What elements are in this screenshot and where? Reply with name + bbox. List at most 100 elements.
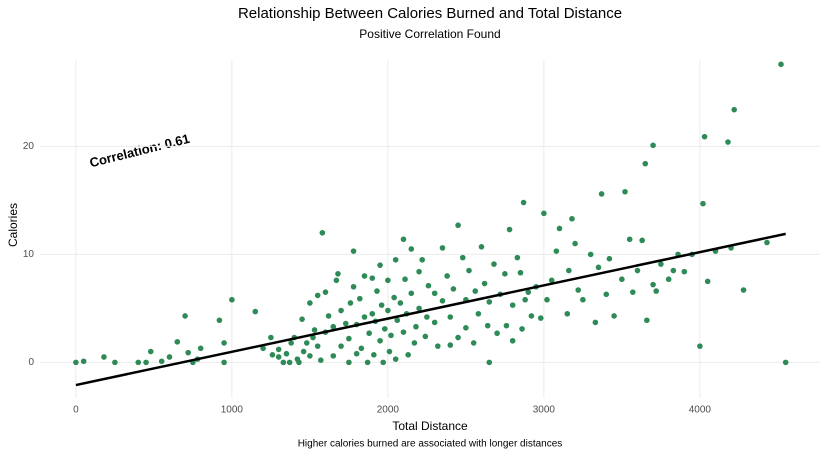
point (486, 359, 493, 366)
point (391, 294, 397, 301)
point (564, 310, 571, 317)
point (478, 244, 485, 250)
point (537, 315, 544, 321)
point (310, 334, 316, 341)
point (335, 271, 341, 277)
point (197, 345, 204, 352)
point (330, 353, 337, 359)
caption: Higher calories burned are associated wi… (298, 439, 563, 450)
y-tick-label: 10 (23, 249, 35, 260)
point (486, 299, 493, 305)
point (392, 256, 399, 263)
x-axis-label: Total Distance (392, 419, 468, 433)
point (541, 210, 547, 217)
point (394, 317, 401, 324)
point (73, 359, 79, 366)
point (311, 327, 318, 333)
point (435, 343, 441, 349)
x-tick-label: 1000 (221, 405, 244, 416)
point (353, 350, 360, 357)
chart-title: Relationship Between Calories Burned and… (238, 5, 622, 22)
point (216, 317, 223, 324)
point (595, 264, 602, 271)
y-axis-label: Calories (6, 203, 20, 247)
point (544, 296, 550, 303)
point (377, 337, 383, 344)
point (548, 277, 555, 284)
point (778, 61, 784, 68)
point (475, 310, 482, 317)
point (700, 200, 706, 207)
point (378, 302, 385, 308)
point (519, 326, 525, 332)
point (252, 308, 259, 315)
point (704, 278, 711, 285)
point (481, 280, 488, 287)
point (411, 340, 418, 346)
point (377, 262, 383, 268)
point (296, 359, 302, 366)
point (514, 254, 521, 261)
point (466, 267, 472, 274)
point (275, 346, 282, 353)
point (622, 188, 628, 195)
point (566, 267, 572, 274)
point (346, 359, 352, 366)
point (318, 357, 324, 364)
point (658, 261, 664, 267)
point (503, 322, 510, 329)
point (447, 314, 454, 320)
point (275, 354, 282, 360)
point (416, 268, 422, 275)
point (502, 271, 508, 277)
point (369, 310, 376, 317)
point (425, 282, 432, 289)
point (112, 359, 118, 366)
point (361, 273, 368, 279)
point (158, 358, 165, 365)
point (472, 288, 479, 294)
point (419, 256, 426, 263)
y-tick-label: 20 (23, 141, 35, 152)
point (506, 226, 513, 233)
point (269, 352, 276, 358)
point (455, 334, 461, 341)
point (358, 345, 365, 352)
point (603, 291, 610, 298)
point (166, 354, 173, 360)
point (580, 296, 586, 303)
point (665, 276, 672, 283)
x-tick-label: 2000 (377, 405, 400, 416)
point (444, 273, 450, 279)
point (619, 276, 625, 283)
x-tick-label: 4000 (689, 405, 712, 416)
point (522, 296, 528, 303)
point (642, 160, 649, 167)
point (364, 359, 371, 366)
point (386, 348, 393, 355)
point (135, 359, 142, 366)
point (484, 322, 491, 329)
point (283, 350, 290, 357)
point (392, 356, 399, 362)
point (350, 283, 357, 290)
point (185, 349, 191, 356)
point (307, 300, 313, 306)
point (644, 317, 650, 324)
point (346, 335, 352, 342)
point (725, 139, 731, 145)
point (400, 329, 407, 335)
point (268, 334, 274, 341)
point (380, 359, 387, 366)
point (307, 353, 313, 359)
point (408, 246, 415, 252)
point (229, 296, 235, 303)
point (350, 248, 357, 254)
point (325, 313, 332, 319)
point (431, 290, 438, 297)
point (400, 236, 407, 243)
point (447, 342, 454, 348)
point (174, 339, 181, 345)
